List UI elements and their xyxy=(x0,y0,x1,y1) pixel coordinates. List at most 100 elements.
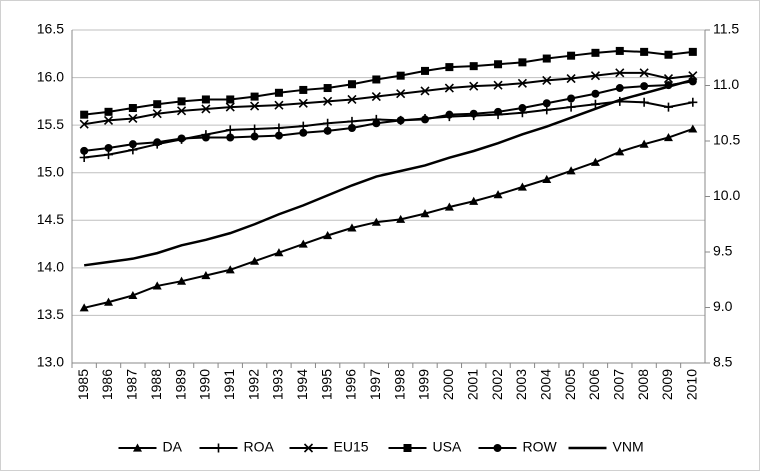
marker xyxy=(591,48,600,57)
marker xyxy=(201,104,211,114)
marker xyxy=(177,134,186,143)
marker xyxy=(640,82,649,91)
legend-label: ROW xyxy=(523,439,558,455)
marker xyxy=(420,209,430,218)
y-tick-label: 16.5 xyxy=(37,21,64,37)
marker xyxy=(567,51,576,60)
y2-tick-label: 8.5 xyxy=(713,354,733,370)
marker xyxy=(517,78,527,88)
y2-tick-label: 10.5 xyxy=(713,132,740,148)
marker xyxy=(663,102,673,112)
marker xyxy=(372,75,381,84)
marker xyxy=(396,71,405,80)
marker xyxy=(152,109,162,119)
marker xyxy=(323,231,333,240)
marker xyxy=(274,131,283,140)
y-tick-label: 13.5 xyxy=(37,306,64,322)
marker xyxy=(493,80,503,90)
marker xyxy=(566,102,576,112)
marker xyxy=(615,84,624,93)
marker xyxy=(128,290,138,300)
marker xyxy=(518,104,527,113)
marker xyxy=(347,94,357,105)
x-tick-label: 1995 xyxy=(318,369,334,400)
marker xyxy=(347,123,356,132)
marker xyxy=(542,99,551,108)
marker xyxy=(396,214,406,223)
marker xyxy=(566,73,576,84)
marker xyxy=(688,47,697,56)
marker xyxy=(639,68,649,78)
marker xyxy=(615,46,624,55)
x-tick-label: 1988 xyxy=(148,369,164,400)
marker xyxy=(274,100,284,110)
marker xyxy=(517,182,527,191)
marker xyxy=(444,83,454,93)
marker xyxy=(396,89,406,99)
x-tick-label: 2004 xyxy=(537,369,553,400)
marker xyxy=(590,157,600,166)
x-tick-label: 1996 xyxy=(343,369,359,400)
x-tick-label: 1987 xyxy=(124,369,140,400)
marker xyxy=(493,444,502,452)
marker xyxy=(153,100,162,109)
marker xyxy=(323,126,332,135)
marker xyxy=(396,116,405,125)
marker xyxy=(299,85,308,94)
marker xyxy=(79,303,89,312)
x-tick-label: 2010 xyxy=(684,369,700,400)
series-line xyxy=(84,78,694,267)
marker xyxy=(421,115,430,124)
marker xyxy=(494,60,503,69)
marker xyxy=(542,75,552,85)
series-line xyxy=(83,128,694,309)
marker xyxy=(201,133,210,142)
marker xyxy=(420,86,430,96)
marker xyxy=(445,110,454,119)
marker xyxy=(152,281,162,290)
marker xyxy=(128,140,137,149)
marker xyxy=(323,118,333,128)
x-tick-label: 2000 xyxy=(440,369,456,400)
marker xyxy=(80,146,89,155)
marker xyxy=(250,256,260,265)
y2-tick-label: 11.0 xyxy=(713,76,739,92)
marker xyxy=(493,190,503,199)
x-tick-label: 2002 xyxy=(489,369,505,400)
marker xyxy=(469,196,479,205)
marker xyxy=(469,62,478,71)
marker xyxy=(445,63,454,72)
x-tick-label: 2005 xyxy=(562,369,578,400)
legend-label: DA xyxy=(163,439,183,455)
marker xyxy=(639,139,649,148)
marker xyxy=(250,132,259,141)
marker xyxy=(542,174,552,183)
x-tick-label: 1994 xyxy=(294,369,310,400)
marker xyxy=(176,106,187,116)
x-tick-label: 1989 xyxy=(172,369,188,400)
marker xyxy=(421,66,430,75)
x-tick-label: 2008 xyxy=(635,369,651,400)
y-tick-label: 14.0 xyxy=(37,259,64,275)
x-tick-label: 2009 xyxy=(659,369,675,400)
series-line xyxy=(84,49,693,116)
marker xyxy=(226,133,235,142)
y-tick-label: 13.0 xyxy=(37,354,64,370)
marker xyxy=(104,143,113,152)
y2-tick-label: 11.5 xyxy=(713,21,739,37)
marker xyxy=(323,84,332,93)
marker xyxy=(444,202,454,211)
x-tick-label: 2007 xyxy=(610,369,626,400)
legend-label: ROA xyxy=(244,439,275,455)
marker xyxy=(250,124,260,134)
marker xyxy=(133,443,142,452)
x-tick-label: 2001 xyxy=(464,369,480,400)
marker xyxy=(371,217,381,226)
marker xyxy=(591,89,600,98)
x-tick-label: 1993 xyxy=(270,369,286,400)
marker xyxy=(274,88,283,97)
y-tick-label: 15.5 xyxy=(37,116,64,132)
marker xyxy=(214,443,223,453)
marker xyxy=(225,265,235,274)
marker xyxy=(225,102,235,112)
